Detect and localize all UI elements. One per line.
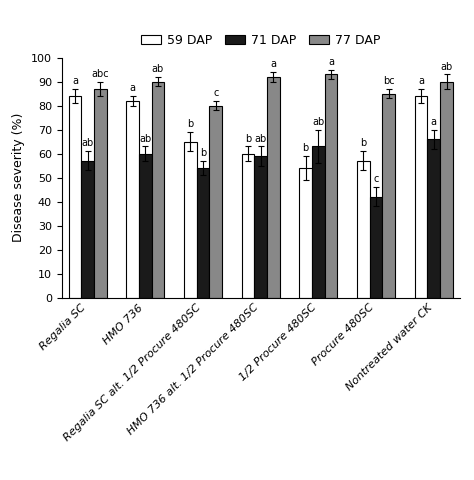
Text: a: a <box>129 83 136 93</box>
Text: a: a <box>72 76 78 86</box>
Text: b: b <box>245 133 251 144</box>
Text: b: b <box>200 148 206 158</box>
Bar <box>81 161 94 298</box>
Text: ab: ab <box>440 61 453 72</box>
Y-axis label: Disease severity (%): Disease severity (%) <box>12 113 25 242</box>
Bar <box>312 146 325 298</box>
Text: ab: ab <box>312 117 325 127</box>
Text: a: a <box>418 76 424 86</box>
Bar <box>440 82 453 298</box>
Bar <box>300 168 312 298</box>
Text: a: a <box>270 59 276 69</box>
Bar <box>325 74 337 298</box>
Legend: 59 DAP, 71 DAP, 77 DAP: 59 DAP, 71 DAP, 77 DAP <box>141 34 381 47</box>
Text: b: b <box>302 143 309 153</box>
Bar <box>242 154 255 298</box>
Text: ab: ab <box>139 133 151 144</box>
Text: b: b <box>360 138 366 148</box>
Bar <box>152 82 164 298</box>
Bar <box>383 94 395 298</box>
Bar <box>197 168 210 298</box>
Bar <box>126 101 139 298</box>
Text: ab: ab <box>255 133 267 144</box>
Text: c: c <box>213 88 219 98</box>
Bar <box>69 96 81 298</box>
Text: b: b <box>187 119 193 129</box>
Text: a: a <box>431 117 437 127</box>
Text: ab: ab <box>152 64 164 74</box>
Text: c: c <box>374 174 379 184</box>
Bar <box>255 156 267 298</box>
Text: a: a <box>328 57 334 67</box>
Text: abc: abc <box>91 69 109 79</box>
Bar <box>139 154 152 298</box>
Bar <box>428 139 440 298</box>
Bar <box>415 96 428 298</box>
Bar <box>210 106 222 298</box>
Bar <box>94 89 107 298</box>
Bar <box>370 197 383 298</box>
Text: bc: bc <box>383 76 395 86</box>
Bar <box>184 142 197 298</box>
Bar <box>357 161 370 298</box>
Bar <box>267 77 280 298</box>
Text: ab: ab <box>82 138 94 148</box>
